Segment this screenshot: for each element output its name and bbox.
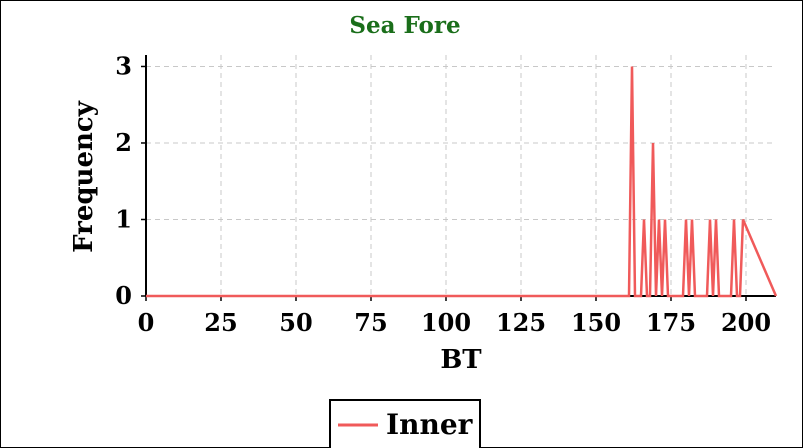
y-tick-label: 2 — [115, 128, 132, 157]
legend: Inner — [329, 399, 481, 448]
tick-labels: 0 25 50 75 100 125 150 175 200 0 1 2 3 — [115, 51, 771, 337]
x-tick-label: 75 — [354, 308, 387, 337]
x-tick-label: 175 — [646, 308, 696, 337]
y-tick-label: 3 — [115, 51, 132, 80]
x-tick-label: 25 — [204, 308, 237, 337]
chart-title: Sea Fore — [349, 12, 460, 39]
grid — [146, 55, 776, 296]
x-tick-label: 200 — [721, 308, 771, 337]
axes — [141, 55, 776, 301]
x-tick-label: 0 — [138, 308, 155, 337]
y-axis-label: Frequency — [69, 100, 99, 253]
x-tick-label: 150 — [571, 308, 621, 337]
x-tick-label: 125 — [496, 308, 546, 337]
series-line-inner — [146, 66, 778, 298]
y-tick-label: 0 — [115, 281, 132, 310]
x-tick-label: 50 — [279, 308, 312, 337]
legend-label-inner: Inner — [386, 408, 474, 441]
y-tick-label: 1 — [115, 204, 132, 233]
x-axis-label: BT — [440, 345, 482, 375]
x-tick-label: 100 — [421, 308, 471, 337]
series-layer — [146, 66, 778, 298]
